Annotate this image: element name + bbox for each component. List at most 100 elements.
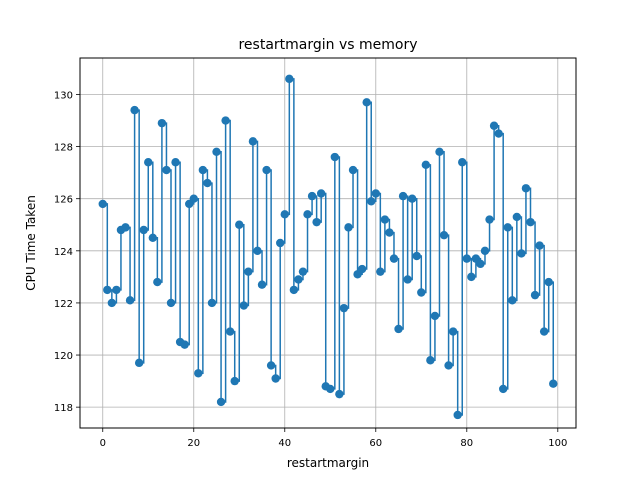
data-point <box>544 277 553 287</box>
axis-ticks: 0 20 40 60 80 100 118 120 122 124 126 128 130 <box>54 90 567 449</box>
data-point <box>253 246 262 256</box>
data-point <box>458 158 467 167</box>
data-point <box>262 165 271 175</box>
data-point <box>367 197 376 206</box>
data-point <box>112 285 121 295</box>
data-point <box>498 384 508 394</box>
data-point <box>480 246 490 256</box>
data-point <box>489 121 499 130</box>
data-point <box>421 160 431 170</box>
y-tick-label: 124 <box>54 247 73 258</box>
y-tick-label: 120 <box>54 351 73 362</box>
data-point <box>462 254 471 263</box>
data-point <box>125 296 135 305</box>
data-point <box>171 158 180 167</box>
data-point <box>198 165 208 175</box>
data-point <box>467 272 476 282</box>
data-point <box>376 267 385 276</box>
data-point <box>330 152 340 162</box>
data-point <box>526 217 535 227</box>
data-point <box>312 217 321 227</box>
y-tick-label: 128 <box>54 143 73 154</box>
data-point <box>380 215 390 224</box>
data-point <box>371 189 380 198</box>
data-point <box>512 212 522 222</box>
data-point <box>335 389 344 399</box>
data-point <box>494 129 503 138</box>
data-point <box>503 223 512 232</box>
data-point <box>98 199 107 209</box>
data-point <box>203 178 212 188</box>
data-point <box>385 228 394 237</box>
y-axis-label: CPU Time Taken <box>24 195 38 291</box>
data-point <box>180 340 189 349</box>
data-point <box>389 254 399 263</box>
x-axis-label: restartmargin <box>287 456 369 470</box>
data-point <box>398 191 408 201</box>
data-point <box>189 194 198 203</box>
data-point <box>266 361 276 370</box>
data-point <box>257 280 267 289</box>
data-point <box>407 194 417 203</box>
x-tick-label: 40 <box>278 438 291 449</box>
data-point <box>285 74 294 84</box>
data-point <box>326 384 335 394</box>
data-point <box>157 118 167 128</box>
data-point <box>271 374 280 383</box>
data-point <box>357 264 367 274</box>
data-series <box>98 74 558 420</box>
data-point <box>194 369 203 378</box>
x-tick-label: 60 <box>369 438 382 449</box>
data-point <box>248 137 258 146</box>
data-point <box>426 356 435 365</box>
data-point <box>134 358 144 368</box>
data-point <box>166 298 176 308</box>
data-point <box>539 327 549 336</box>
data-point <box>435 147 444 157</box>
data-point <box>508 296 517 305</box>
y-tick-label: 118 <box>54 403 73 414</box>
data-point <box>444 361 453 370</box>
data-point <box>521 184 531 193</box>
data-point <box>276 238 285 248</box>
x-tick-label: 80 <box>460 438 473 449</box>
data-point <box>394 324 403 334</box>
y-tick-label: 130 <box>54 90 73 101</box>
data-point <box>244 267 253 276</box>
data-point <box>517 249 526 258</box>
data-point <box>121 223 130 232</box>
data-point <box>107 298 117 308</box>
data-point <box>412 251 421 261</box>
data-point <box>239 301 249 310</box>
data-point <box>430 311 440 321</box>
data-point <box>280 210 289 219</box>
data-point <box>403 275 412 284</box>
y-tick-label: 126 <box>54 195 73 206</box>
data-point <box>439 230 449 240</box>
chart-title: restartmargin vs memory <box>238 37 417 53</box>
y-tick-label: 122 <box>54 299 73 310</box>
data-point <box>230 376 239 386</box>
data-point <box>235 220 244 229</box>
plot-frame <box>79 57 577 429</box>
data-point <box>307 191 317 201</box>
data-point <box>212 147 221 157</box>
data-point <box>221 116 230 125</box>
data-point <box>417 288 426 297</box>
data-point <box>362 98 371 107</box>
data-point <box>216 397 226 407</box>
data-point <box>225 327 235 336</box>
data-point <box>344 223 353 232</box>
data-point <box>485 215 494 224</box>
data-point <box>162 165 171 175</box>
data-point <box>130 105 139 115</box>
x-tick-label: 20 <box>187 438 200 449</box>
data-point <box>207 298 217 308</box>
data-point <box>448 327 458 336</box>
data-point <box>453 410 462 420</box>
data-point <box>476 259 485 269</box>
data-point <box>289 285 299 295</box>
data-point <box>148 233 158 242</box>
